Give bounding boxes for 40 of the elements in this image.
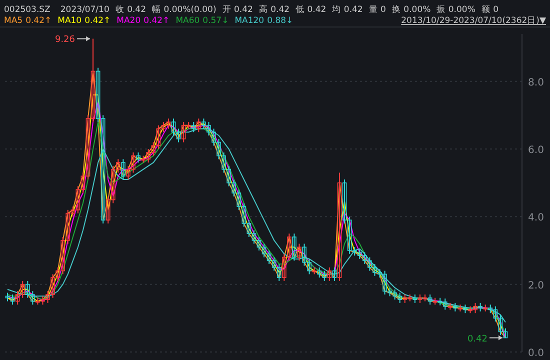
text: 0.88↓ <box>267 16 294 26</box>
candlestick <box>332 266 337 282</box>
text: MA120 <box>234 16 264 26</box>
y-tick-label: 8.0 <box>528 77 544 88</box>
text: 0.42↑ <box>84 16 111 26</box>
text: 收 0.42 <box>115 4 146 15</box>
y-tick-label: 0.0 <box>528 348 544 359</box>
text: MA20 <box>116 16 141 26</box>
chart-title: 002503.SZ <box>4 5 51 15</box>
text: 高 0.42 <box>258 4 290 15</box>
candlestick <box>191 121 196 133</box>
candlestick <box>428 294 432 306</box>
text: 低 0.42 <box>296 4 326 15</box>
candlestick <box>292 233 296 262</box>
candlestick <box>196 118 201 133</box>
text: MA60 <box>176 16 200 26</box>
y-tick-label: 2.0 <box>528 280 544 292</box>
candlestick <box>327 266 332 282</box>
text: 0.42↑ <box>144 16 170 26</box>
text: 开 0.42 <box>222 5 253 15</box>
y-tick-label: 6.0 <box>528 145 544 156</box>
text: 换 0.00% <box>392 4 431 15</box>
text: 2023/07/10 <box>60 5 110 15</box>
y-tick-label: 4.0 <box>528 212 544 224</box>
text: 0.57↓ <box>202 16 229 26</box>
text: 幅 0.00%(0.00) <box>152 4 216 15</box>
text: 量 0 <box>368 4 386 15</box>
candlestick <box>121 158 126 180</box>
text: 2013/10/29-2023/07/10(2362日)▼ <box>401 16 546 26</box>
candlestick <box>337 172 342 282</box>
candlestick <box>136 152 140 164</box>
text: MA5 <box>4 16 23 26</box>
text: 振 0.00% <box>436 4 476 15</box>
text: MA10 <box>58 16 82 26</box>
annotation: 9.26 <box>54 35 76 46</box>
text: 0.42↑ <box>26 16 52 26</box>
text: 额 0 <box>481 4 499 15</box>
annotation: 0.42 <box>467 334 488 344</box>
candlestick <box>297 243 302 262</box>
text: 均 0.42 <box>331 4 363 15</box>
